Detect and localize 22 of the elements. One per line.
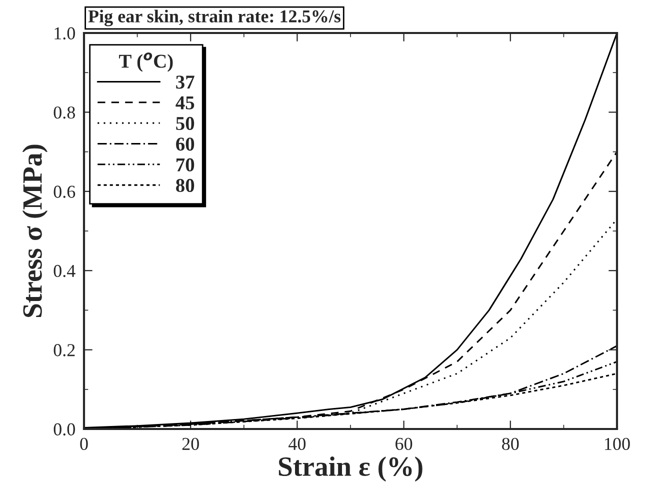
legend-label: 80	[176, 178, 194, 192]
x-tick-label: 100	[605, 438, 630, 450]
y-tick-label: 0.0	[54, 423, 75, 436]
legend-label: 50	[176, 116, 194, 130]
y-tick-label: 0.2	[54, 344, 75, 356]
legend-label: 37	[176, 76, 194, 89]
x-tick-label: 80	[502, 438, 519, 450]
legend-label: 45	[176, 96, 194, 110]
y-tick-label: 1.0	[54, 27, 75, 40]
legend-title: T ($^{o}$C)	[119, 52, 173, 72]
x-axis-title: Strain ε (%)	[278, 456, 422, 482]
y-axis-title: Stress σ (MPa)	[22, 144, 48, 318]
y-tick-label: 0.6	[54, 186, 76, 198]
x-tick-label: 40	[288, 438, 306, 450]
x-tick-label: 60	[396, 438, 412, 450]
chart-title: Pig ear skin, strain rate: 12.5%/s	[88, 10, 340, 26]
x-tick-label: 0	[80, 438, 88, 450]
y-tick-label: 0.4	[54, 264, 76, 278]
y-tick-label: 0.8	[54, 106, 75, 119]
legend-label: 60	[176, 138, 194, 151]
x-tick-label: 20	[182, 438, 199, 450]
legend-label: 70	[176, 158, 194, 172]
